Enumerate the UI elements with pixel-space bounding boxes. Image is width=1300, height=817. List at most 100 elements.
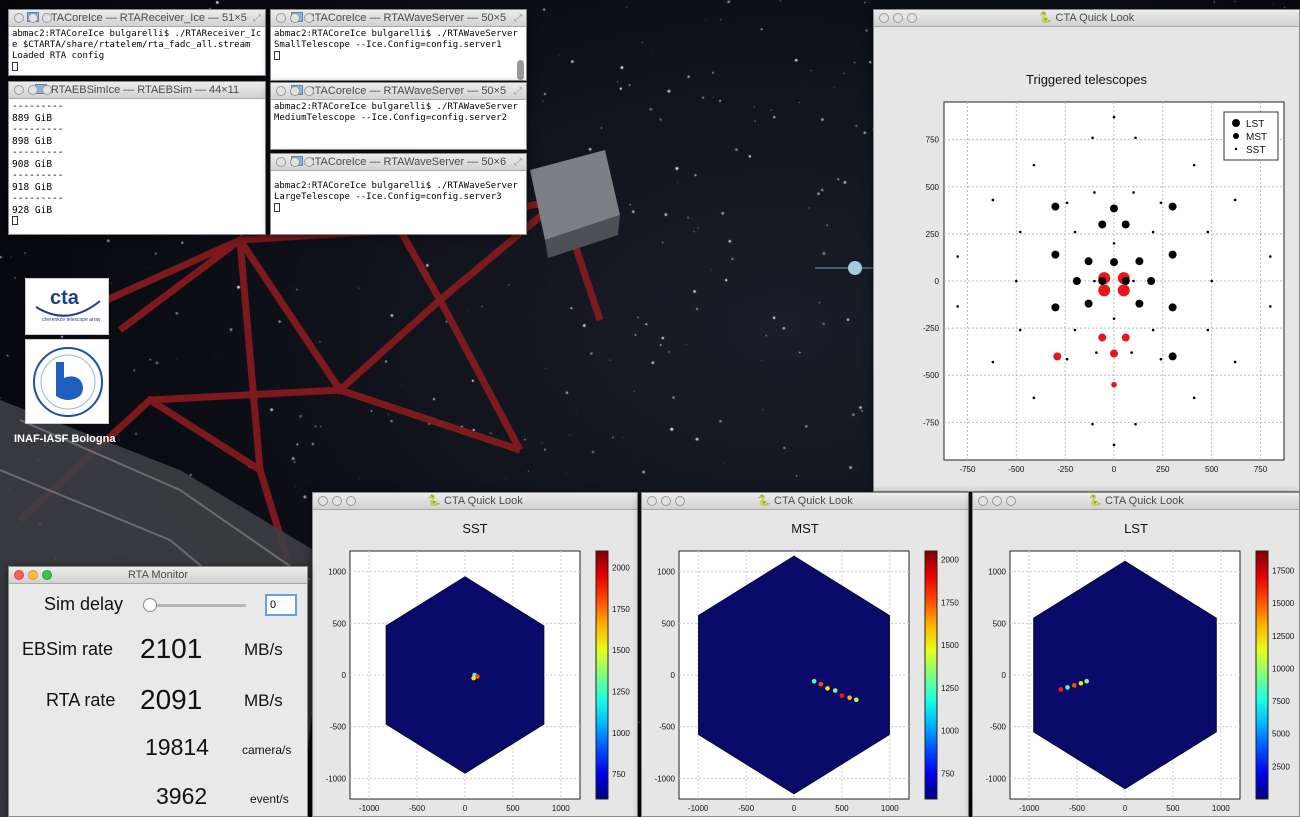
terminal-ebsim-titlebar[interactable]: RTAEBSimIce — RTAEBSim — 44×11 bbox=[9, 82, 265, 99]
telescope-point bbox=[1014, 279, 1018, 283]
close-button[interactable] bbox=[14, 570, 24, 580]
y-tick-label: 0 bbox=[935, 277, 940, 286]
fullscreen-icon[interactable]: ⤢ bbox=[514, 157, 522, 168]
close-button[interactable] bbox=[647, 496, 657, 506]
quicklook-lst-window[interactable]: 🐍 CTA Quick Look LST -1000 -500 0 500 1000 10… bbox=[972, 492, 1300, 817]
minimize-button[interactable] bbox=[28, 13, 38, 23]
terminal-small-server-titlebar[interactable]: RTACoreIce — RTAWaveServer — 50×5 ⤢ bbox=[271, 10, 526, 27]
scrollbar-thumb[interactable] bbox=[517, 60, 524, 80]
zoom-button[interactable] bbox=[304, 13, 314, 23]
zoom-button[interactable] bbox=[907, 13, 917, 23]
quicklook-trigger-window[interactable]: 🐍 CTA Quick Look Triggered telescopes -7… bbox=[873, 9, 1300, 492]
quicklook-mst-titlebar[interactable]: 🐍 CTA Quick Look bbox=[642, 493, 968, 510]
sst-camera-heatmap: -1000 -500 0 500 1000 1000 500 0 -500 -1000 2000 17… bbox=[326, 550, 630, 813]
telescope-point bbox=[1112, 115, 1116, 119]
terminal-ebsim-window[interactable]: RTAEBSimIce — RTAEBSim — 44×11 ---------… bbox=[8, 81, 266, 235]
camera-hot-pixel bbox=[847, 695, 852, 701]
ebsim-rate-unit: MB/s bbox=[244, 640, 283, 659]
zoom-button[interactable] bbox=[42, 570, 52, 580]
triggered-telescope-point bbox=[1098, 284, 1111, 297]
terminal-medium-server-titlebar[interactable]: RTACoreIce — RTAWaveServer — 50×5 ⤢ bbox=[271, 83, 526, 100]
rta-monitor-titlebar[interactable]: RTA Monitor bbox=[9, 567, 307, 584]
terminal-receiver-window[interactable]: RTACoreIce — RTAReceiver_Ice — 51×5 ⤢ ab… bbox=[8, 9, 266, 76]
minimize-button[interactable] bbox=[28, 570, 38, 580]
close-button[interactable] bbox=[276, 13, 286, 23]
close-button[interactable] bbox=[978, 496, 988, 506]
minimize-button[interactable] bbox=[893, 13, 903, 23]
zoom-button[interactable] bbox=[675, 496, 685, 506]
triggered-telescope-point bbox=[1053, 352, 1062, 361]
colorbar-tick-label: 7500 bbox=[1272, 697, 1290, 706]
x-tick-label: 0 bbox=[1123, 804, 1128, 813]
telescope-point bbox=[1132, 191, 1135, 194]
terminal-output[interactable]: abmac2:RTACoreIce bulgarelli$ ./RTAWaveS… bbox=[271, 100, 526, 126]
minimize-button[interactable] bbox=[290, 157, 300, 167]
telescope-point bbox=[1018, 328, 1022, 332]
minimize-button[interactable] bbox=[992, 496, 1002, 506]
terminal-small-server-window[interactable]: RTACoreIce — RTAWaveServer — 50×5 ⤢ abma… bbox=[270, 9, 527, 81]
zoom-button[interactable] bbox=[346, 496, 356, 506]
terminal-output[interactable]: abmac2:RTACoreIce bulgarelli$ ./RTAWaveS… bbox=[271, 171, 526, 217]
minimize-button[interactable] bbox=[332, 496, 342, 506]
y-tick-label: 1000 bbox=[328, 568, 346, 577]
x-tick-label: -750 bbox=[959, 465, 976, 474]
y-tick-label: 0 bbox=[1002, 671, 1007, 680]
sim-delay-slider-knob[interactable] bbox=[143, 598, 157, 612]
zoom-button[interactable] bbox=[304, 86, 314, 96]
telescope-point bbox=[1098, 277, 1107, 285]
minimize-button[interactable] bbox=[290, 86, 300, 96]
quicklook-sst-titlebar[interactable]: 🐍 CTA Quick Look bbox=[313, 493, 637, 510]
quicklook-trigger-titlebar[interactable]: 🐍 CTA Quick Look bbox=[874, 10, 1299, 27]
quicklook-lst-titlebar[interactable]: 🐍 CTA Quick Look bbox=[973, 493, 1299, 510]
zoom-button[interactable] bbox=[42, 85, 52, 95]
camera-pixel-area bbox=[385, 576, 545, 774]
terminal-receiver-titlebar[interactable]: RTACoreIce — RTAReceiver_Ice — 51×5 ⤢ bbox=[9, 10, 265, 27]
close-button[interactable] bbox=[14, 13, 24, 23]
terminal-output[interactable]: --------- 889 GiB --------- 898 GiB ----… bbox=[9, 99, 265, 230]
zoom-button[interactable] bbox=[42, 13, 52, 23]
terminal-large-server-titlebar[interactable]: RTACoreIce — RTAWaveServer — 50×6 ⤢ bbox=[271, 154, 526, 171]
camera-hot-pixel bbox=[1058, 687, 1064, 692]
rta-monitor-window[interactable]: RTA Monitor Sim delay EBSim rate 2101 MB… bbox=[8, 566, 308, 817]
minimize-button[interactable] bbox=[290, 13, 300, 23]
telescope-point bbox=[1065, 201, 1069, 205]
telescope-point bbox=[1112, 242, 1116, 245]
telescope-point bbox=[1051, 303, 1060, 312]
terminal-output[interactable]: abmac2:RTACoreIce bulgarelli$ ./RTAWaveS… bbox=[271, 27, 526, 65]
sim-delay-slider-track[interactable] bbox=[150, 604, 246, 607]
zoom-button[interactable] bbox=[1006, 496, 1016, 506]
fullscreen-icon[interactable]: ⤢ bbox=[514, 86, 522, 97]
sim-delay-input[interactable] bbox=[265, 594, 297, 616]
quicklook-sst-window[interactable]: 🐍 CTA Quick Look SST -1000 -500 0 500 1000 10… bbox=[312, 492, 638, 817]
sim-delay-label: Sim delay bbox=[44, 594, 124, 614]
camera-rate-unit: camera/s bbox=[242, 743, 292, 757]
colorbar-tick-label: 1250 bbox=[941, 684, 959, 693]
close-button[interactable] bbox=[14, 85, 24, 95]
close-button[interactable] bbox=[276, 86, 286, 96]
telescope-point bbox=[1051, 202, 1060, 211]
close-button[interactable] bbox=[318, 496, 328, 506]
quicklook-mst-window[interactable]: 🐍 CTA Quick Look MST -1000 -500 0 500 1000 10… bbox=[641, 492, 969, 817]
y-tick-label: -1000 bbox=[986, 774, 1007, 783]
telescope-point bbox=[1210, 279, 1214, 283]
trigger-plot-title: Triggered telescopes bbox=[1026, 72, 1147, 87]
institute-caption: INAF-IASF Bologna bbox=[14, 433, 116, 445]
legend-label: MST bbox=[1246, 132, 1267, 143]
zoom-button[interactable] bbox=[304, 157, 314, 167]
terminal-output[interactable]: abmac2:RTACoreIce bulgarelli$ ./RTARecei… bbox=[9, 27, 265, 75]
close-button[interactable] bbox=[879, 13, 889, 23]
text-cursor bbox=[12, 216, 18, 225]
close-button[interactable] bbox=[276, 157, 286, 167]
colorbar-tick-label: 10000 bbox=[1272, 664, 1295, 673]
fullscreen-icon[interactable]: ⤢ bbox=[514, 13, 522, 24]
minimize-button[interactable] bbox=[28, 85, 38, 95]
text-cursor bbox=[274, 51, 280, 60]
telescope-point bbox=[1084, 299, 1093, 308]
terminal-medium-server-window[interactable]: RTACoreIce — RTAWaveServer — 50×5 ⤢ abma… bbox=[270, 82, 527, 150]
telescope-point bbox=[1093, 191, 1096, 194]
minimize-button[interactable] bbox=[661, 496, 671, 506]
fullscreen-icon[interactable]: ⤢ bbox=[253, 13, 261, 24]
colorbar-tick-label: 15000 bbox=[1272, 599, 1295, 608]
terminal-large-server-window[interactable]: RTACoreIce — RTAWaveServer — 50×6 ⤢ abma… bbox=[270, 153, 527, 235]
y-tick-label: -750 bbox=[923, 418, 940, 427]
